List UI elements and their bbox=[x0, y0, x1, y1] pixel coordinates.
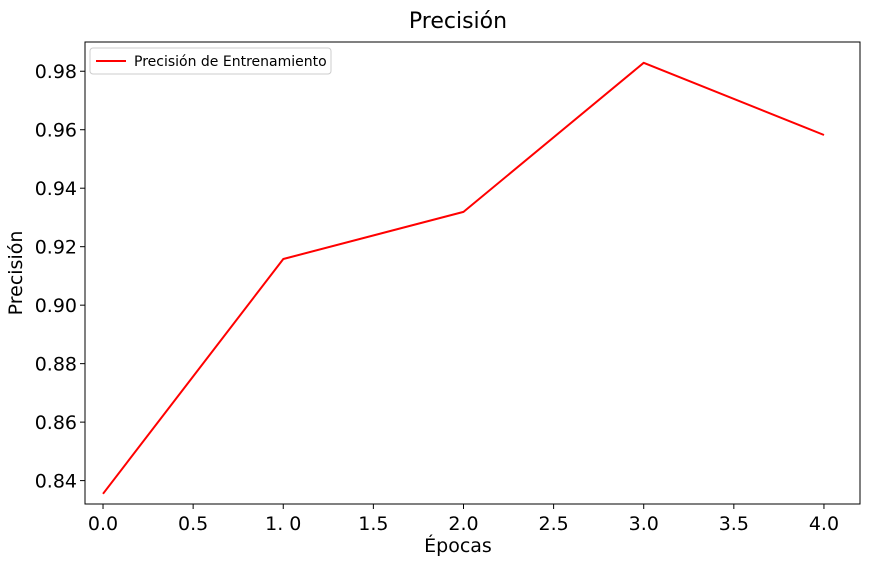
x-tick-label: 0.0 bbox=[88, 513, 118, 535]
legend-label: Precisión de Entrenamiento bbox=[134, 54, 327, 70]
x-tick-label: 1. 0 bbox=[265, 513, 301, 535]
series-line bbox=[102, 61, 825, 495]
y-tick-label: 0.94 bbox=[35, 178, 77, 200]
legend: Precisión de Entrenamiento bbox=[89, 47, 332, 75]
x-axis: 0.0 0.5 1. 0 1.5 2.0 2.5 3.0 3.5 4.0 bbox=[88, 504, 839, 535]
x-tick-label: 1.5 bbox=[358, 513, 388, 535]
y-tick-label: 0.92 bbox=[35, 237, 77, 259]
chart-title: Precisión bbox=[409, 9, 507, 34]
x-tick-label: 3.5 bbox=[719, 513, 749, 535]
x-axis-label: Épocas bbox=[424, 534, 492, 556]
x-tick-label: 3.0 bbox=[629, 513, 659, 535]
series-layer bbox=[102, 61, 825, 495]
y-axis-label: Precisión bbox=[5, 231, 27, 316]
x-tick-label: 2.0 bbox=[448, 513, 478, 535]
x-tick-label: 0.5 bbox=[178, 513, 208, 535]
y-axis: 0.84 0.86 0.88 0.90 0.92 0.94 0.96 0.98 bbox=[35, 61, 85, 493]
x-tick-label: 4.0 bbox=[809, 513, 839, 535]
y-tick-label: 0.84 bbox=[35, 471, 77, 493]
x-tick-label: 2.5 bbox=[538, 513, 568, 535]
legend-box bbox=[89, 47, 332, 75]
y-tick-label: 0.90 bbox=[35, 295, 77, 317]
y-tick-label: 0.86 bbox=[35, 412, 77, 434]
plot-area bbox=[84, 41, 861, 505]
y-tick-label: 0.96 bbox=[35, 120, 77, 142]
y-tick-label: 0.98 bbox=[35, 61, 77, 83]
y-tick-label: 0.88 bbox=[35, 354, 77, 376]
